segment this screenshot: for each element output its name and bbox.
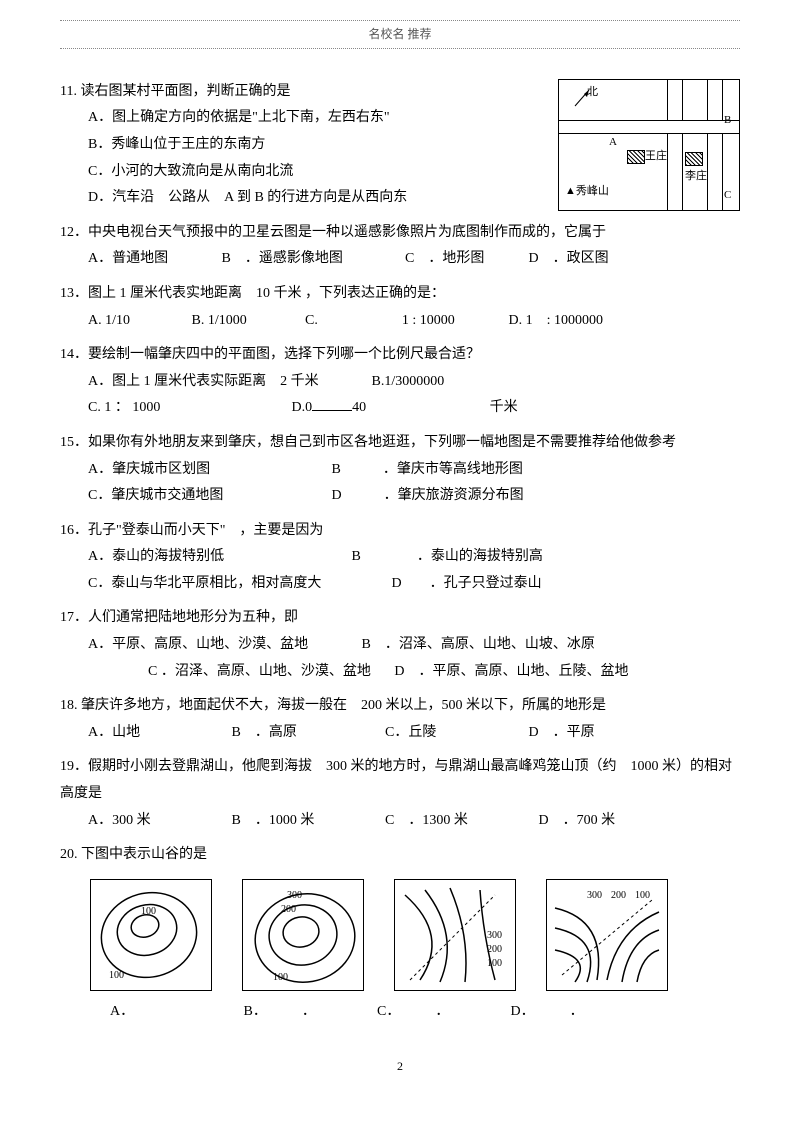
contour-b: 300 200 100 [242, 879, 364, 991]
q17-opt-d: D ．平原、高原、山地、丘陵、盆地 [394, 659, 628, 686]
road-horizontal [559, 120, 739, 134]
q14-stem: 14．要绘制一幅肇庆四中的平面图，选择下列哪一个比例尺最合适？ [60, 342, 740, 369]
q17-opt-c: C ．沼泽、高原、山地、沙漠、盆地 [148, 659, 371, 686]
q18-stem: 18. 肇庆许多地方，地面起伏不大，海拔一般在 200 米以上，500 米以下，… [60, 693, 740, 720]
q12-opt-c: C ．地形图 [405, 246, 525, 273]
q20-stem: 20. 下图中表示山谷的是 [60, 842, 740, 869]
q20-opt-a: A． [110, 999, 240, 1026]
svg-text:300: 300 [587, 890, 602, 901]
q15-opt-d: D ．肇庆旅游资源分布图 [332, 483, 524, 510]
svg-text:100: 100 [109, 970, 124, 981]
li-label: 李庄 [685, 166, 707, 187]
q16-opt-d: D ．孔子只登过泰山 [392, 571, 542, 598]
q14-opt-a: A．图上 1 厘米代表实际距离 2 千米 [88, 369, 368, 396]
q13-stem: 13．图上 1 厘米代表实地距离 10 千米 ，下列表达正确的是： [60, 281, 740, 308]
contour-row: 100 100 300 200 100 300 200 100 [60, 879, 740, 991]
wang-label: 王庄 [645, 146, 667, 167]
q13-opt-c: C. 1 : 10000 [305, 308, 505, 335]
q15-opt-b: B ．肇庆市等高线地形图 [332, 457, 523, 484]
q14-blank[interactable] [312, 398, 352, 411]
contour-c: 300 200 100 [394, 879, 516, 991]
contour-a: 100 100 [90, 879, 212, 991]
q19-opt-d: D ．700 米 [539, 808, 616, 835]
q14-opt-d-pre: D.0 [292, 395, 313, 422]
q16-opt-b: B ．泰山的海拔特别高 [352, 544, 543, 571]
q15-opt-c: C．肇庆城市交通地图 [88, 483, 328, 510]
q18-opt-c: C．丘陵 [385, 720, 525, 747]
q12-opt-d: D ．政区图 [529, 246, 609, 273]
svg-text:100: 100 [487, 958, 502, 969]
q12-opt-a: A．普通地图 [88, 246, 218, 273]
svg-text:100: 100 [635, 890, 650, 901]
svg-text:200: 200 [611, 890, 626, 901]
page-number: 2 [60, 1055, 740, 1078]
q18-opt-d: D ．平原 [529, 720, 595, 747]
svg-text:300: 300 [487, 930, 502, 941]
q16-opt-c: C．泰山与华北平原相比，相对高度大 [88, 571, 388, 598]
svg-text:200: 200 [281, 904, 296, 915]
q15-stem: 15．如果你有外地朋友来到肇庆，想自己到市区各地逛逛，下列哪一幅地图是不需要推荐… [60, 430, 740, 457]
q14-opt-d-post: 40 [352, 395, 366, 422]
contour-d: 300 200 100 [546, 879, 668, 991]
svg-text:200: 200 [487, 944, 502, 955]
li-village-icon [685, 152, 703, 166]
q20-opt-b: B． ． [244, 999, 374, 1026]
label-a: A [609, 132, 617, 153]
svg-text:100: 100 [273, 972, 288, 983]
label-b: B [724, 110, 731, 131]
q13-opt-a: A. 1/10 [88, 308, 188, 335]
q19-opt-b: B ．1000 米 [232, 808, 382, 835]
svg-text:100: 100 [141, 906, 156, 917]
road-vertical-2 [707, 80, 723, 210]
mountain-label: ▲秀峰山 [565, 181, 609, 202]
q20-opt-c: C． ． [377, 999, 507, 1026]
q12-stem: 12．中央电视台天气预报中的卫星云图是一种以遥感影像照片为底图制作而成的，它属于 [60, 220, 740, 247]
page-header: 名校名 推荐 [60, 20, 740, 49]
svg-text:300: 300 [287, 890, 302, 901]
q14-opt-d-unit: 千米 [490, 395, 518, 422]
label-c: C [724, 185, 731, 206]
wang-village-icon [627, 150, 645, 164]
road-vertical-1 [667, 80, 683, 210]
q12-opt-b: B ．遥感影像地图 [222, 246, 402, 273]
q15-opt-a: A．肇庆城市区划图 [88, 457, 328, 484]
q19-stem: 19．假期时小刚去登鼎湖山，他爬到海拔 300 米的地方时，与鼎湖山最高峰鸡笼山… [60, 754, 740, 807]
q17-opt-a: A．平原、高原、山地、沙漠、盆地 [88, 632, 358, 659]
q19-opt-a: A．300 米 [88, 808, 228, 835]
q17-opt-b: B ．沼泽、高原、山地、山坡、冰原 [362, 632, 595, 659]
q16-opt-a: A．泰山的海拔特别低 [88, 544, 348, 571]
q14-opt-b: B.1/3000000 [372, 369, 445, 396]
q18-opt-a: A．山地 [88, 720, 228, 747]
q19-opt-c: C ．1300 米 [385, 808, 535, 835]
q20-opt-d: D． ． [511, 999, 641, 1026]
q16-stem: 16．孔子"登泰山而小天下" ，主要是因为 [60, 518, 740, 545]
q17-stem: 17．人们通常把陆地地形分为五种，即 [60, 605, 740, 632]
village-map: 北 A B C 王庄 李庄 ▲秀峰山 [558, 79, 740, 211]
q13-opt-d: D. 1 : 1000000 [509, 308, 604, 335]
q18-opt-b: B ．高原 [232, 720, 382, 747]
q14-opt-c: C. 1 ： 1000 [88, 395, 288, 422]
q13-opt-b: B. 1/1000 [192, 308, 302, 335]
